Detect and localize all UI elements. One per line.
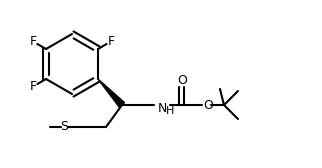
Text: O: O bbox=[203, 98, 213, 112]
Text: F: F bbox=[30, 35, 37, 48]
Text: S: S bbox=[60, 120, 68, 134]
Polygon shape bbox=[98, 79, 125, 107]
Text: O: O bbox=[177, 74, 187, 87]
Text: F: F bbox=[30, 80, 37, 93]
Text: F: F bbox=[108, 35, 115, 48]
Text: N: N bbox=[158, 101, 167, 115]
Text: H: H bbox=[166, 106, 174, 116]
